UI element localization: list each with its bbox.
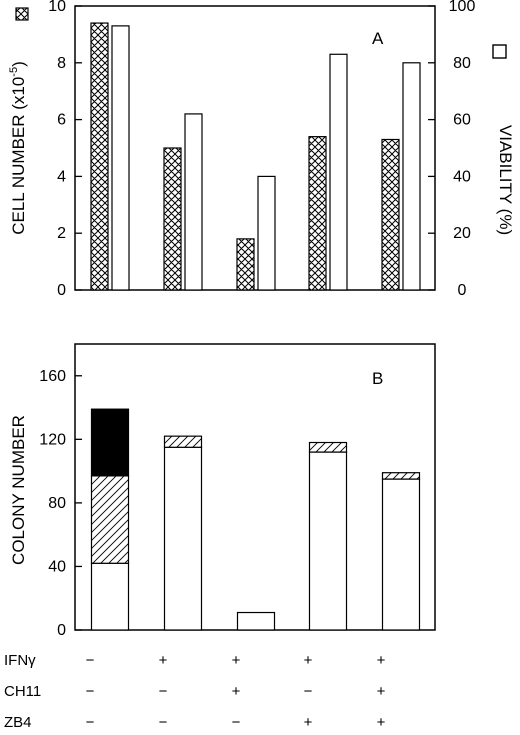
tick-label-a-right-20: 20 <box>453 225 471 242</box>
tick-label-b-80: 80 <box>48 495 66 512</box>
bar-a-crosshatch-5 <box>381 138 400 291</box>
bar-b-hatched-4 <box>308 441 348 453</box>
condition-sign-1-2: + <box>159 652 168 669</box>
panel-b-axis-label: COLONY NUMBER <box>9 415 28 565</box>
tick-label-a-right-0: 0 <box>458 282 467 299</box>
panel-a-frame <box>74 5 436 291</box>
tick-label-a-left-6: 6 <box>57 112 66 129</box>
panel-a-label: A <box>372 29 384 48</box>
bar-b-open-5 <box>381 478 421 631</box>
condition-label-3: ZB4 <box>4 714 32 731</box>
tick-label-a-right-80: 80 <box>453 55 471 72</box>
bar-a-open-2 <box>184 113 203 291</box>
condition-table: IFNγ − + + + + CH11 − − + − + ZB4 − − − + + <box>4 652 386 731</box>
tick-label-b-40: 40 <box>48 558 66 575</box>
bar-a-crosshatch-1 <box>90 22 109 291</box>
condition-sign-2-5: + <box>377 683 386 700</box>
bar-b-open-1 <box>90 562 130 631</box>
condition-sign-1-3: + <box>232 652 241 669</box>
panel-b: 0 40 80 120 160 B COLONY NUMBER <box>9 343 436 639</box>
condition-label-1: IFNγ <box>4 652 36 669</box>
condition-sign-2-1: − <box>86 683 95 700</box>
bar-b-solid-1 <box>90 408 130 477</box>
bar-a-open-4 <box>329 53 348 291</box>
condition-sign-3-2: − <box>159 714 168 731</box>
panel-a-right-axis-label: VIABILITY (%) <box>496 125 515 235</box>
panel-a-left-axis-label: CELL NUMBER (x10-5) <box>8 61 28 235</box>
tick-label-b-160: 160 <box>39 368 66 385</box>
panel-b-ticks: 0 40 80 120 160 <box>39 368 82 639</box>
condition-sign-3-1: − <box>86 714 95 731</box>
bar-a-crosshatch-3 <box>236 238 255 291</box>
bar-a-crosshatch-4 <box>308 136 327 291</box>
condition-sign-3-3: − <box>232 714 241 731</box>
condition-sign-3-5: + <box>377 714 386 731</box>
bar-b-hatched-5 <box>381 472 421 480</box>
panel-a-right-ticks: 0 20 40 60 80 100 <box>428 0 475 299</box>
bar-a-open-1 <box>111 25 130 291</box>
panel-b-label: B <box>372 369 383 388</box>
bar-b-hatched-1 <box>90 475 130 564</box>
bar-a-crosshatch-2 <box>163 147 182 291</box>
bar-a-open-3 <box>257 175 276 291</box>
bar-b-hatched-2 <box>163 435 203 448</box>
bar-b-open-2 <box>163 446 203 631</box>
panel-a: 0 2 4 6 8 10 0 20 40 60 80 100 A CELL NUMBER (x10-… <box>8 0 515 299</box>
bar-b-open-4 <box>308 451 348 631</box>
tick-label-b-120: 120 <box>39 431 66 448</box>
panel-a-bars <box>90 22 421 291</box>
condition-sign-3-4: + <box>304 714 313 731</box>
bar-a-open-5 <box>402 62 421 291</box>
bar-b-open-3 <box>236 611 276 631</box>
tick-label-a-left-0: 0 <box>57 282 66 299</box>
tick-label-a-right-60: 60 <box>453 112 471 129</box>
crosshatch-legend-icon <box>15 7 29 21</box>
condition-sign-1-1: − <box>86 652 95 669</box>
condition-sign-1-5: + <box>377 652 386 669</box>
tick-label-a-left-10: 10 <box>48 0 66 15</box>
tick-label-a-right-100: 100 <box>449 0 476 15</box>
tick-label-a-left-8: 8 <box>57 55 66 72</box>
condition-sign-2-2: − <box>159 683 168 700</box>
condition-sign-2-3: + <box>232 683 241 700</box>
tick-label-a-right-40: 40 <box>453 168 471 185</box>
tick-label-a-left-2: 2 <box>57 225 66 242</box>
panel-a-left-ticks: 0 2 4 6 8 10 <box>48 0 82 299</box>
condition-sign-1-4: + <box>304 652 313 669</box>
tick-label-a-left-4: 4 <box>57 168 66 185</box>
tick-label-b-0: 0 <box>57 622 66 639</box>
panel-b-bars <box>90 408 421 631</box>
open-square-legend-icon <box>492 44 507 59</box>
condition-sign-2-4: − <box>304 683 313 700</box>
condition-label-2: CH11 <box>4 683 41 700</box>
